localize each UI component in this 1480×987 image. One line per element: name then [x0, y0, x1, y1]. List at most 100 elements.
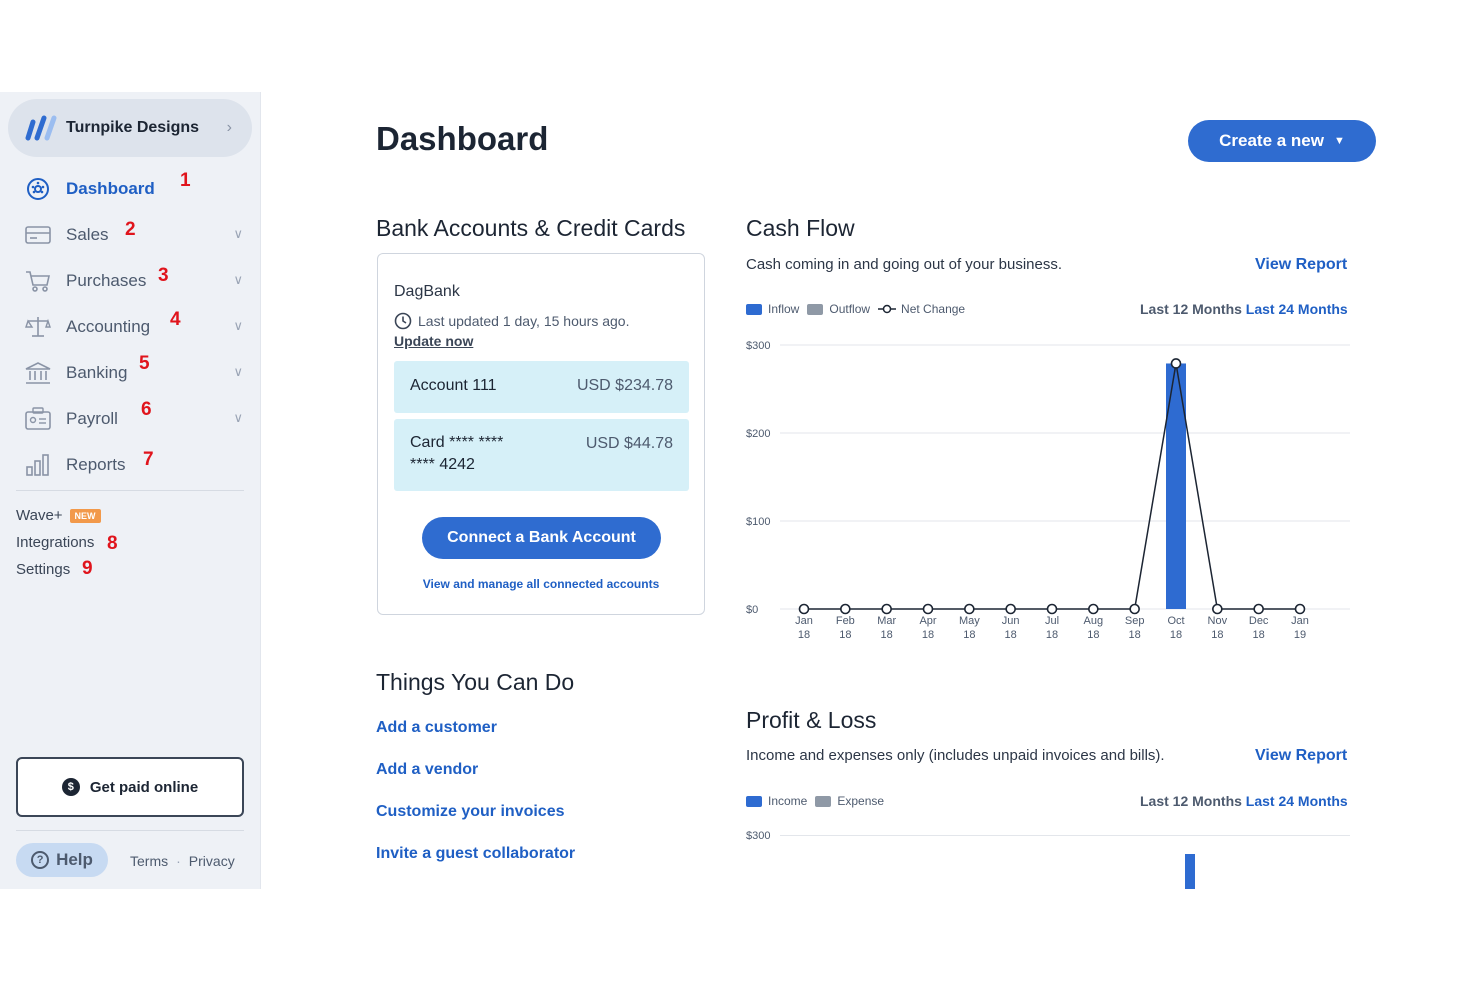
- customize-invoices-link[interactable]: Customize your invoices: [376, 803, 565, 820]
- add-customer-link[interactable]: Add a customer: [376, 719, 497, 736]
- scale-icon: [24, 314, 52, 340]
- annotation-number: 7: [143, 449, 154, 470]
- cash-flow-view-report-link[interactable]: View Report: [1255, 256, 1348, 273]
- range-12-months[interactable]: Last 12 Months: [1140, 793, 1242, 809]
- connect-bank-account-button[interactable]: Connect a Bank Account: [422, 517, 661, 559]
- cash-flow-range: Last 12 Months Last 24 Months: [1140, 301, 1348, 317]
- business-switcher[interactable]: Turnpike Designs ›: [8, 99, 252, 157]
- privacy-link[interactable]: Privacy: [188, 853, 235, 869]
- annotation-number: 9: [82, 558, 93, 579]
- sidebar-item-dashboard[interactable]: Dashboard 1: [0, 166, 261, 212]
- profit-loss-subtitle: Income and expenses only (includes unpai…: [746, 747, 1165, 764]
- sidebar-item-label: Payroll: [66, 409, 118, 428]
- integrations-link[interactable]: Integrations 8: [16, 529, 118, 556]
- net-change-point: [1170, 358, 1182, 369]
- wave-plus-link[interactable]: Wave+ NEW: [16, 502, 101, 529]
- cash-flow-legend: Inflow Outflow Net Change: [746, 302, 973, 316]
- bank-name: DagBank: [394, 283, 460, 300]
- legend-outflow[interactable]: Outflow: [807, 302, 870, 316]
- get-paid-online-button[interactable]: $ Get paid online: [16, 757, 244, 817]
- profit-loss-view-report-link[interactable]: View Report: [1255, 747, 1348, 764]
- legend-inflow[interactable]: Inflow: [746, 302, 799, 316]
- settings-label: Settings: [16, 561, 71, 578]
- dollar-icon: $: [61, 778, 80, 796]
- sidebar-item-reports[interactable]: Reports 7: [0, 442, 261, 488]
- last-updated-text: Last updated 1 day, 15 hours ago.: [418, 313, 630, 329]
- range-24-months[interactable]: Last 24 Months: [1245, 793, 1348, 809]
- separator-dot: ·: [176, 853, 181, 869]
- legend-label: Net Change: [901, 302, 966, 316]
- pnl-y-tick: $300: [746, 830, 771, 842]
- x-tick-label: Oct: [1167, 615, 1184, 627]
- integrations-label: Integrations: [16, 534, 95, 551]
- annotation-number: 6: [141, 399, 152, 420]
- inflow-swatch: [746, 303, 762, 315]
- x-tick-label: 18: [1129, 629, 1141, 641]
- account-name-line2: **** 4242: [410, 456, 475, 473]
- profit-loss-range: Last 12 Months Last 24 Months: [1140, 793, 1348, 809]
- legend-expense[interactable]: Expense: [815, 794, 884, 808]
- annotation-number: 5: [139, 353, 150, 374]
- x-tick-label: 18: [1253, 629, 1265, 641]
- new-badge: NEW: [69, 508, 101, 523]
- account-row[interactable]: Account 111 USD $234.78: [394, 361, 689, 413]
- chevron-down-icon: ∨: [233, 226, 243, 241]
- y-tick-label: $0: [746, 604, 758, 616]
- terms-link[interactable]: Terms: [130, 853, 169, 869]
- x-tick-label: 18: [1211, 629, 1223, 641]
- legend-net-change[interactable]: Net Change: [878, 302, 965, 316]
- update-now-link[interactable]: Update now: [394, 333, 474, 349]
- settings-link[interactable]: Settings 9: [16, 556, 101, 583]
- y-tick-label: $100: [746, 516, 770, 528]
- x-tick-label: 18: [1005, 629, 1017, 641]
- cash-flow-subtitle: Cash coming in and going out of your bus…: [746, 256, 1063, 273]
- x-tick-label: 19: [1294, 629, 1306, 641]
- legend-label: Expense: [837, 794, 885, 808]
- bar-chart-icon: [24, 452, 52, 478]
- chevron-down-icon: ∨: [233, 318, 243, 333]
- pnl-income-bar: [1185, 854, 1195, 889]
- sidebar-item-sales[interactable]: Sales 2 ∨: [0, 212, 261, 258]
- inflow-bar: [1166, 363, 1186, 609]
- y-tick-label: $200: [746, 428, 770, 440]
- manage-accounts-link[interactable]: View and manage all connected accounts: [422, 577, 660, 591]
- range-12-months[interactable]: Last 12 Months: [1140, 301, 1242, 317]
- sidebar-item-accounting[interactable]: Accounting 4 ∨: [0, 304, 261, 350]
- x-tick-label: 18: [798, 629, 810, 641]
- range-24-months[interactable]: Last 24 Months: [1245, 301, 1348, 317]
- invite-collaborator-link[interactable]: Invite a guest collaborator: [376, 845, 576, 862]
- x-tick-label: May: [959, 615, 980, 627]
- account-balance: USD $44.78: [585, 435, 673, 452]
- sidebar-item-purchases[interactable]: Purchases 3 ∨: [0, 258, 261, 304]
- legend-label: Inflow: [768, 302, 800, 316]
- x-tick-label: Aug: [1084, 615, 1104, 627]
- account-name: Account 111: [410, 377, 497, 394]
- chevron-down-icon: ∨: [233, 272, 243, 287]
- annotation-number: 1: [180, 170, 191, 191]
- net-change-point: [1253, 603, 1264, 615]
- account-row[interactable]: Card **** **** **** 4242 USD $44.78: [394, 419, 689, 491]
- sidebar-item-banking[interactable]: Banking 5 ∨: [0, 350, 261, 396]
- create-new-button[interactable]: Create a new ▼: [1188, 120, 1376, 162]
- x-tick-label: 18: [922, 629, 934, 641]
- secondary-links: Wave+ NEW Integrations 8 Settings 9: [16, 502, 118, 583]
- pnl-gridline: [780, 835, 1350, 836]
- profit-loss-heading: Profit & Loss: [746, 707, 877, 733]
- sidebar-item-payroll[interactable]: Payroll 6 ∨: [0, 396, 261, 442]
- wave-plus-label: Wave+: [16, 507, 63, 524]
- y-tick-label: $300: [746, 340, 770, 352]
- question-icon: ?: [31, 851, 50, 869]
- annotation-number: 4: [170, 309, 181, 330]
- net-change-point: [964, 603, 975, 615]
- x-tick-label: 18: [1087, 629, 1099, 641]
- net-change-point: [1212, 603, 1223, 615]
- add-vendor-link[interactable]: Add a vendor: [376, 761, 479, 778]
- bank-icon: [24, 360, 52, 386]
- things-heading: Things You Can Do: [376, 669, 575, 695]
- x-tick-label: 18: [839, 629, 851, 641]
- x-tick-label: Jul: [1045, 615, 1059, 627]
- sidebar-divider: [16, 830, 244, 831]
- help-label: Help: [56, 850, 93, 869]
- legend-income[interactable]: Income: [746, 794, 807, 808]
- help-button[interactable]: ? Help: [16, 843, 108, 877]
